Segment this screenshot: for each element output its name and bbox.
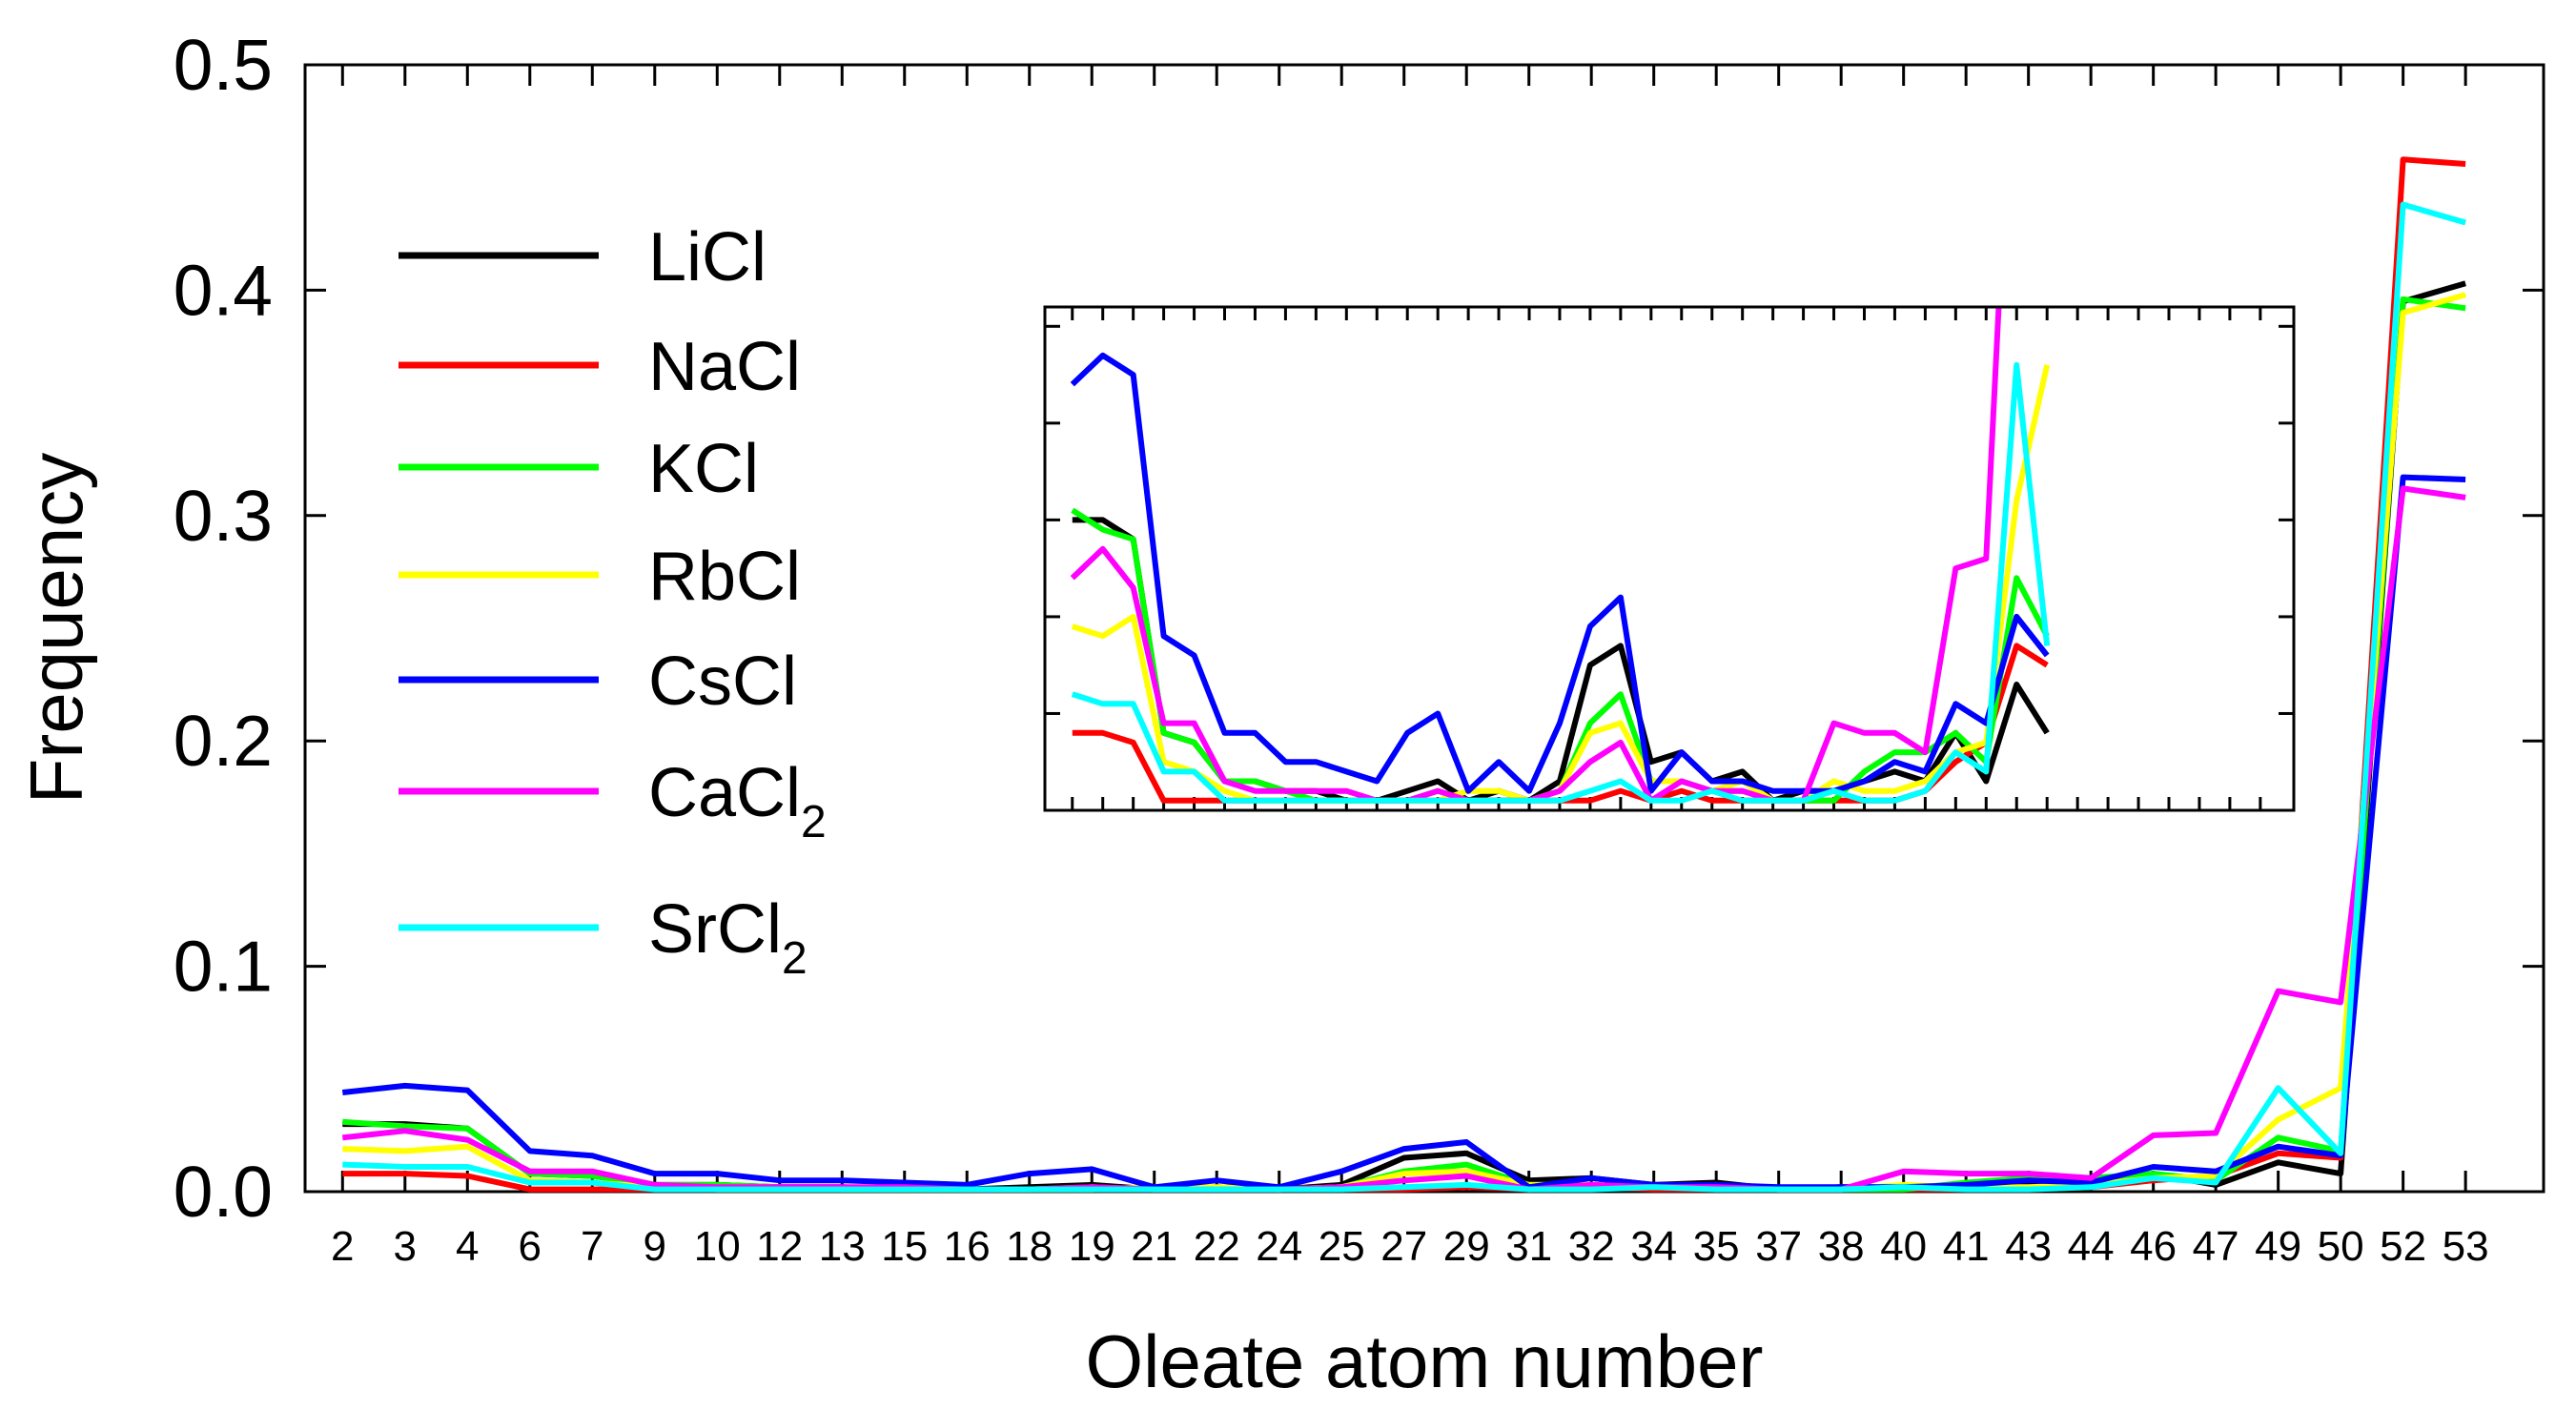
x-tick-label: 27 xyxy=(1380,1223,1427,1270)
main-plot-area: 0.00.10.20.30.40.52 3 4 6 7 9 10 12 13 15 16 18 19 21… xyxy=(174,25,2545,1270)
x-tick-label: 10 xyxy=(694,1223,741,1270)
legend-label-KCl: KCl xyxy=(648,431,759,507)
legend-label-SrCl2: SrCl2 xyxy=(648,891,808,984)
legend-label-RbCl: RbCl xyxy=(648,539,801,615)
x-tick-label: 32 xyxy=(1568,1223,1615,1270)
x-tick-label: 29 xyxy=(1443,1223,1490,1270)
legend-label-NaCl: NaCl xyxy=(648,329,801,405)
x-tick-label: 19 xyxy=(1069,1223,1115,1270)
x-tick-label: 25 xyxy=(1319,1223,1365,1270)
inset-plot-area xyxy=(1043,305,2296,812)
x-tick-label: 38 xyxy=(1818,1223,1865,1270)
x-tick-label: 49 xyxy=(2255,1223,2301,1270)
x-tick-label: 53 xyxy=(2443,1223,2489,1270)
legend-label-LiCl: LiCl xyxy=(648,219,767,296)
inset-series-group xyxy=(1070,307,2051,804)
x-tick-label: 22 xyxy=(1194,1223,1240,1270)
x-tick-label: 9 xyxy=(644,1223,666,1270)
inset-series-line-SrCl2 xyxy=(1071,361,2051,804)
series-line-SrCl2 xyxy=(342,201,2466,1193)
y-tick-label: 0.1 xyxy=(174,927,273,1007)
x-tick-label: 44 xyxy=(2068,1223,2115,1270)
y-tick-label: 0.2 xyxy=(174,701,273,781)
y-tick-label: 0.0 xyxy=(174,1152,273,1232)
inset-series-line-KCl xyxy=(1071,507,2050,804)
x-tick-label: 7 xyxy=(581,1223,603,1270)
x-tick-label: 6 xyxy=(519,1223,542,1270)
series-line-CsCl xyxy=(341,474,2466,1191)
x-tick-label: 24 xyxy=(1256,1223,1302,1270)
x-tick-label: 40 xyxy=(1880,1223,1927,1270)
x-tick-label: 21 xyxy=(1131,1223,1177,1270)
x-tick-label: 47 xyxy=(2193,1223,2239,1270)
x-tick-label: 16 xyxy=(944,1223,991,1270)
x-tick-label: 34 xyxy=(1630,1223,1677,1270)
x-tick-label: 3 xyxy=(394,1223,417,1270)
x-tick-label: 50 xyxy=(2318,1223,2364,1270)
legend: LiCl NaCl KCl RbCl CsCl CaCl2 SrCl2 xyxy=(399,219,827,984)
legend-label-CsCl: CsCl xyxy=(648,643,797,720)
y-tick-label: 0.4 xyxy=(174,250,273,330)
x-tick-label: 43 xyxy=(2005,1223,2052,1270)
x-tick-label: 31 xyxy=(1505,1223,1552,1270)
x-tick-label: 35 xyxy=(1693,1223,1740,1270)
x-tick-label: 41 xyxy=(1943,1223,1990,1270)
plot-frame xyxy=(303,63,2545,1194)
x-tick-label: 4 xyxy=(456,1223,479,1270)
y-tick-label: 0.5 xyxy=(174,25,273,105)
x-tick-label: 52 xyxy=(2380,1223,2426,1270)
x-tick-label: 15 xyxy=(881,1223,928,1270)
x-axis-title: Oleate atom number xyxy=(1085,1319,1763,1403)
y-tick-label: 0.3 xyxy=(174,476,273,556)
x-tick-label: 18 xyxy=(1006,1223,1053,1270)
x-tick-label: 37 xyxy=(1755,1223,1802,1270)
series-line-CaCl2 xyxy=(341,485,2466,1193)
x-tick-label: 12 xyxy=(756,1223,803,1270)
inset-series-line-CaCl2 xyxy=(1070,307,2002,804)
x-tick-label: 2 xyxy=(331,1223,354,1270)
inset-series-line-LiCl xyxy=(1072,517,2050,804)
legend-label-CaCl2: CaCl2 xyxy=(648,755,827,847)
y-axis-title: Frequency xyxy=(14,453,98,805)
inset-series-line-CsCl xyxy=(1070,352,2050,794)
x-tick-label: 46 xyxy=(2130,1223,2177,1270)
x-tick-label: 13 xyxy=(819,1223,866,1270)
inset-frame-border xyxy=(1043,305,2296,812)
